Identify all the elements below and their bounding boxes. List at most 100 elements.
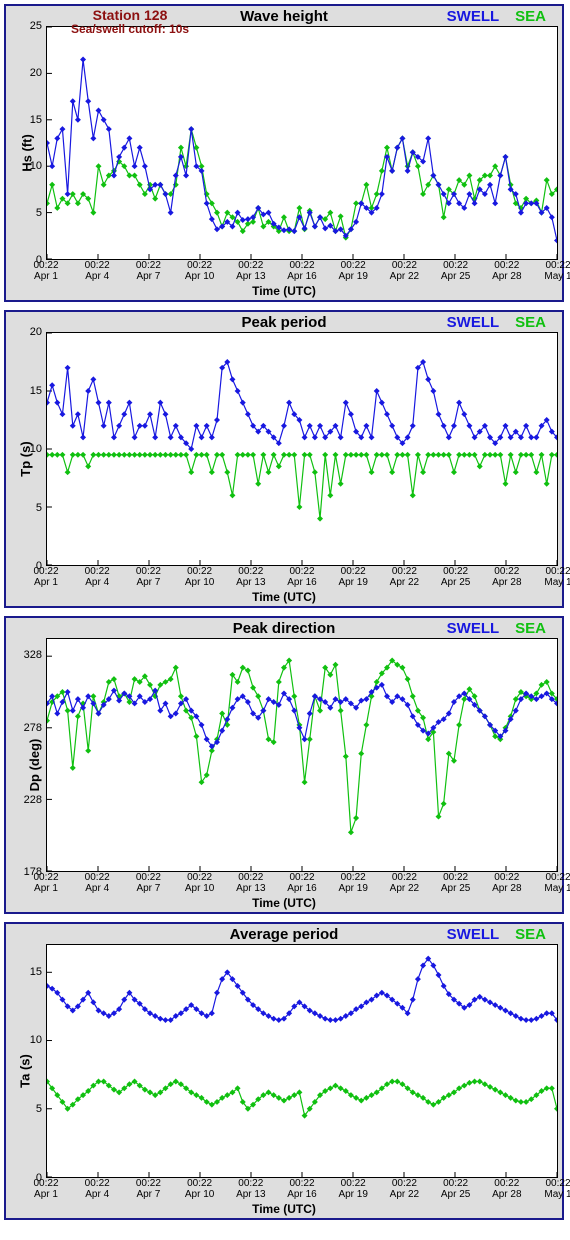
x-axis-label: Time (UTC): [252, 284, 316, 298]
legend-swell: SWELL: [447, 620, 500, 637]
x-tick: 00:22Apr 22: [390, 1179, 419, 1200]
chart-panel-dp: Peak directionSWELLSEA178228278328Dp (de…: [4, 616, 564, 914]
station-cutoff: Sea/swell cutoff: 10s: [71, 23, 189, 36]
x-tick: 00:22May 1: [544, 261, 570, 282]
chart-legend: SWELL SEA: [447, 926, 546, 943]
x-tick: 00:22May 1: [544, 873, 570, 894]
chart-header: Peak period SWELL SEA: [6, 314, 562, 346]
y-tick: 5: [36, 1103, 42, 1115]
x-tick: 00:22Apr 7: [136, 567, 161, 588]
x-tick: 00:22Apr 16: [287, 261, 316, 282]
x-tick: 00:22Apr 22: [390, 567, 419, 588]
legend-swell: SWELL: [447, 314, 500, 331]
x-tick: 00:22Apr 25: [441, 567, 470, 588]
plot-area: [46, 638, 558, 872]
plot-area: [46, 26, 558, 260]
x-tick: 00:22Apr 16: [287, 567, 316, 588]
plot-svg: [47, 639, 557, 871]
x-tick: 00:22Apr 10: [185, 261, 214, 282]
series-sea: [47, 452, 557, 522]
x-tick: 00:22Apr 25: [441, 873, 470, 894]
x-tick: 00:22Apr 7: [136, 873, 161, 894]
legend-sea: SEA: [515, 8, 546, 25]
y-tick: 15: [30, 966, 42, 978]
x-tick: 00:22Apr 4: [85, 1179, 110, 1200]
x-axis-ticks: 00:22Apr 100:22Apr 400:22Apr 700:22Apr 1…: [46, 567, 558, 592]
x-tick: 00:22Apr 7: [136, 1179, 161, 1200]
x-tick: 00:22Apr 13: [236, 1179, 265, 1200]
x-tick: 00:22Apr 7: [136, 261, 161, 282]
series-sea: [47, 658, 557, 836]
y-tick: 10: [30, 1034, 42, 1046]
x-axis-ticks: 00:22Apr 100:22Apr 400:22Apr 700:22Apr 1…: [46, 1179, 558, 1204]
x-tick: 00:22Apr 28: [492, 261, 521, 282]
chart-panel-tp: Peak periodSWELLSEA05101520Tp (s)00:22Ap…: [4, 310, 564, 608]
x-axis-ticks: 00:22Apr 100:22Apr 400:22Apr 700:22Apr 1…: [46, 873, 558, 898]
station-block: Station 128Sea/swell cutoff: 10s: [71, 8, 189, 35]
plot-svg: [47, 27, 557, 259]
x-tick: 00:22Apr 4: [85, 261, 110, 282]
series-swell: [47, 682, 557, 750]
x-tick: 00:22Apr 10: [185, 873, 214, 894]
y-tick: 228: [24, 794, 42, 806]
x-tick: 00:22Apr 28: [492, 567, 521, 588]
legend-sea: SEA: [515, 314, 546, 331]
legend-sea: SEA: [515, 926, 546, 943]
x-tick: 00:22Apr 1: [33, 873, 58, 894]
series-swell: [47, 956, 557, 1023]
x-tick: 00:22Apr 19: [338, 567, 367, 588]
x-tick: 00:22May 1: [544, 567, 570, 588]
y-axis-label: Tp (s): [18, 441, 33, 476]
x-tick: 00:22Apr 1: [33, 567, 58, 588]
y-tick: 15: [30, 385, 42, 397]
chart-header: Peak direction SWELL SEA: [6, 620, 562, 652]
x-tick: 00:22Apr 28: [492, 873, 521, 894]
x-tick: 00:22Apr 1: [33, 1179, 58, 1200]
station-title: Station 128: [71, 8, 189, 23]
chart-panel-ta: Average periodSWELLSEA051015Ta (s)00:22A…: [4, 922, 564, 1220]
legend-swell: SWELL: [447, 8, 500, 25]
x-tick: 00:22Apr 1: [33, 261, 58, 282]
series-sea: [47, 1078, 557, 1118]
y-axis-label: Hs (ft): [19, 134, 34, 172]
x-axis-ticks: 00:22Apr 100:22Apr 400:22Apr 700:22Apr 1…: [46, 261, 558, 286]
x-axis-label: Time (UTC): [252, 1202, 316, 1216]
plot-svg: [47, 333, 557, 565]
x-tick: 00:22Apr 19: [338, 261, 367, 282]
x-tick: 00:22Apr 16: [287, 873, 316, 894]
series-swell: [47, 359, 557, 452]
y-tick: 15: [30, 114, 42, 126]
x-tick: 00:22Apr 22: [390, 261, 419, 282]
y-tick: 278: [24, 722, 42, 734]
x-tick: 00:22Apr 22: [390, 873, 419, 894]
legend-swell: SWELL: [447, 926, 500, 943]
plot-area: [46, 332, 558, 566]
y-tick: 5: [36, 207, 42, 219]
x-tick: 00:22May 1: [544, 1179, 570, 1200]
chart-title: Peak direction: [233, 620, 336, 637]
x-tick: 00:22Apr 25: [441, 261, 470, 282]
chart-header: Station 128Sea/swell cutoff: 10s Wave hei…: [6, 8, 562, 40]
y-axis-label: Dp (deg): [27, 739, 42, 792]
y-tick: 20: [30, 67, 42, 79]
legend-sea: SEA: [515, 620, 546, 637]
chart-header: Average period SWELL SEA: [6, 926, 562, 958]
chart-legend: SWELL SEA: [447, 314, 546, 331]
series-swell: [47, 57, 557, 244]
x-tick: 00:22Apr 10: [185, 1179, 214, 1200]
x-axis-label: Time (UTC): [252, 590, 316, 604]
chart-title: Average period: [230, 926, 339, 943]
chart-title: Peak period: [241, 314, 326, 331]
x-tick: 00:22Apr 16: [287, 1179, 316, 1200]
chart-title: Wave height: [240, 8, 328, 25]
x-tick: 00:22Apr 28: [492, 1179, 521, 1200]
x-tick: 00:22Apr 25: [441, 1179, 470, 1200]
chart-panel-hs: Station 128Sea/swell cutoff: 10s Wave hei…: [4, 4, 564, 302]
x-axis-label: Time (UTC): [252, 896, 316, 910]
x-tick: 00:22Apr 4: [85, 567, 110, 588]
plot-area: [46, 944, 558, 1178]
chart-legend: SWELL SEA: [447, 8, 546, 25]
y-axis-label: Ta (s): [17, 1054, 32, 1088]
chart-legend: SWELL SEA: [447, 620, 546, 637]
plot-svg: [47, 945, 557, 1177]
